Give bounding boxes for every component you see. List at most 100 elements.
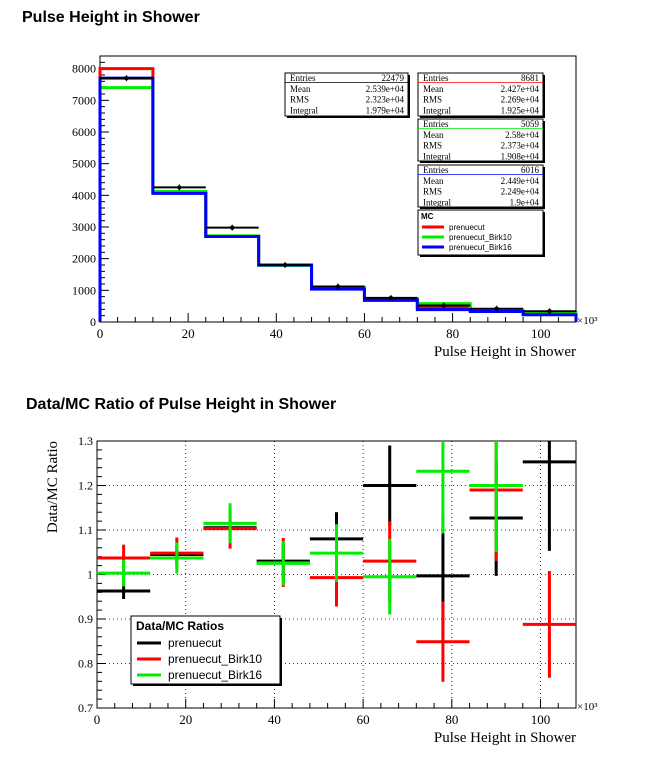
x-tick-label: 20 bbox=[179, 712, 192, 727]
stat-label: Mean bbox=[423, 130, 444, 140]
data-point bbox=[441, 303, 446, 308]
stat-box bbox=[417, 164, 544, 208]
y-tick-label: 0 bbox=[90, 315, 96, 329]
stat-label: RMS bbox=[290, 95, 309, 105]
x-tick-label: 100 bbox=[531, 326, 551, 341]
ratio-point-prenuecut_Birk10 bbox=[547, 622, 552, 627]
data-point bbox=[335, 284, 341, 289]
y-tick-label: 1.1 bbox=[78, 523, 93, 537]
y-tick-label: 1 bbox=[87, 568, 93, 582]
stat-value: 1.925e+04 bbox=[501, 105, 540, 115]
y-tick-label: 6000 bbox=[72, 125, 96, 139]
stat-box bbox=[284, 72, 409, 117]
stat-value: 2.269e+04 bbox=[501, 95, 540, 105]
x-tick-label: 60 bbox=[358, 326, 371, 341]
ratio-point-prenuecut bbox=[387, 483, 392, 488]
y-tick-label: 5000 bbox=[72, 157, 96, 171]
stat-label: Entries bbox=[290, 73, 316, 83]
x-tick-label: 40 bbox=[270, 326, 283, 341]
data-point bbox=[177, 185, 182, 190]
x-tick-label: 100 bbox=[531, 712, 551, 727]
y-tick-label: 1.3 bbox=[78, 434, 93, 448]
stat-label: Integral bbox=[423, 105, 451, 115]
data-point bbox=[230, 225, 235, 230]
ratio-point-prenuecut_Birk16 bbox=[281, 561, 286, 566]
ratio-point-prenuecut bbox=[547, 459, 552, 464]
x-tick-label: 20 bbox=[182, 326, 195, 341]
ratio-point-prenuecut_Birk10 bbox=[121, 556, 126, 561]
legend-label: prenuecut_Birk16 bbox=[449, 243, 512, 252]
y-tick-label: 8000 bbox=[72, 62, 96, 76]
x-tick-label: 0 bbox=[94, 712, 101, 727]
legend-label: prenuecut_Birk10 bbox=[449, 233, 512, 242]
y-tick-label: 0.9 bbox=[78, 612, 93, 626]
ratio-point-prenuecut bbox=[121, 588, 126, 593]
stat-value: 1.908e+04 bbox=[501, 151, 540, 161]
x-multiplier: ×10³ bbox=[577, 701, 598, 713]
x-tick-label: 80 bbox=[445, 712, 458, 727]
ratio-point-prenuecut_Birk16 bbox=[228, 521, 233, 526]
data-point bbox=[494, 306, 499, 311]
y-tick-label: 7000 bbox=[72, 93, 96, 107]
ratio-point-prenuecut_Birk10 bbox=[440, 639, 445, 644]
stat-label: Entries bbox=[423, 119, 449, 129]
ratio-point-prenuecut_Birk16 bbox=[121, 571, 126, 576]
ratio-point-prenuecut_Birk16 bbox=[334, 551, 339, 556]
stat-value: 2.539e+04 bbox=[366, 84, 405, 94]
ratio-point-prenuecut_Birk16 bbox=[494, 483, 499, 488]
stat-label: Integral bbox=[290, 105, 318, 115]
stat-value: 2.427e+04 bbox=[501, 84, 540, 94]
y-axis-label: Data/MC Ratio bbox=[45, 441, 61, 533]
stat-label: Mean bbox=[290, 84, 311, 94]
stat-label: Entries bbox=[423, 165, 449, 175]
stat-value: 1.9e+04 bbox=[510, 197, 540, 207]
y-tick-label: 2000 bbox=[72, 252, 96, 266]
legend-title: Data/MC Ratios bbox=[136, 619, 224, 633]
stat-label: RMS bbox=[423, 187, 442, 197]
pulse-height-histogram: 0 20 40 60 80 100 ×10³ 0 1000 2000 3000 4000 5000 600… bbox=[72, 55, 598, 360]
ratio-point-prenuecut_Birk16 bbox=[387, 574, 392, 579]
stat-label: Entries bbox=[423, 73, 449, 83]
legend-title: MC bbox=[421, 212, 434, 221]
stat-label: Integral bbox=[423, 197, 451, 207]
y-tick-label: 1000 bbox=[72, 283, 96, 297]
y-tick-label: 0.7 bbox=[78, 701, 93, 715]
y-tick-label: 4000 bbox=[72, 188, 96, 202]
stat-value: 2.249e+04 bbox=[501, 187, 540, 197]
x-tick-label: 0 bbox=[97, 326, 104, 341]
data-point bbox=[124, 75, 129, 81]
chart1-title: Pulse Height in Shower bbox=[22, 9, 200, 26]
stat-value: 2.449e+04 bbox=[501, 176, 540, 186]
stat-label: Integral bbox=[423, 151, 451, 161]
data-point bbox=[388, 295, 394, 301]
stat-box bbox=[417, 118, 544, 162]
stat-label: Mean bbox=[423, 84, 444, 94]
stat-value: 5059 bbox=[521, 119, 540, 129]
legend-box bbox=[130, 615, 281, 685]
stat-value: 2.323e+04 bbox=[366, 95, 405, 105]
y-tick-label: 1.2 bbox=[78, 479, 93, 493]
stat-value: 2.373e+04 bbox=[501, 141, 540, 151]
x-tick-label: 60 bbox=[357, 712, 370, 727]
ratio-point-prenuecut_Birk16 bbox=[440, 469, 445, 474]
chart2-title: Data/MC Ratio of Pulse Height in Shower bbox=[26, 396, 337, 413]
y-tick-label: 3000 bbox=[72, 220, 96, 234]
x-axis-label: Pulse Height in Shower bbox=[434, 344, 576, 360]
x-multiplier: ×10³ bbox=[577, 315, 598, 327]
x-tick-label: 40 bbox=[268, 712, 281, 727]
legend-label: prenuecut_Birk16 bbox=[168, 668, 262, 682]
stat-label: Mean bbox=[423, 176, 444, 186]
x-tick-label: 80 bbox=[446, 326, 459, 341]
x-axis-label: Pulse Height in Shower bbox=[434, 730, 576, 746]
legend-label: prenuecut_Birk10 bbox=[168, 652, 262, 666]
legend-label: prenuecut bbox=[449, 223, 485, 232]
stat-value: 2.58e+04 bbox=[505, 130, 539, 140]
data-point bbox=[547, 309, 552, 314]
stat-box bbox=[417, 72, 544, 117]
stat-value: 22479 bbox=[382, 73, 405, 83]
stat-label: RMS bbox=[423, 141, 442, 151]
stat-value: 8681 bbox=[521, 73, 539, 83]
stat-value: 6016 bbox=[521, 165, 540, 175]
legend-label: prenuecut bbox=[168, 636, 222, 650]
data-mc-ratio-chart: 0 20 40 60 80 100 ×10³ 0.7 0.8 0.9 1 1.1 1.2 1.3 Pulse… bbox=[45, 434, 598, 746]
